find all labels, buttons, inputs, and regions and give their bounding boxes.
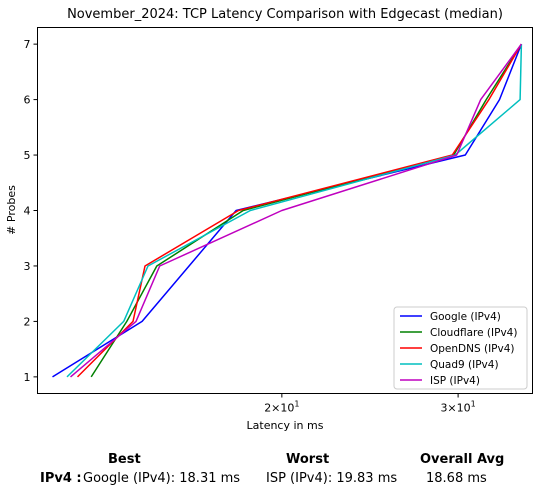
worst-header: Worst [286, 452, 330, 467]
y-tick-label: 2 [24, 315, 31, 328]
y-tick-label: 3 [24, 260, 31, 273]
overall-avg-value: 18.68 ms [426, 471, 487, 486]
legend-label: Cloudflare (IPv4) [430, 327, 517, 339]
ipv4-row-label: IPv4 : [40, 471, 82, 486]
chart-title: November_2024: TCP Latency Comparison wi… [67, 7, 503, 22]
worst-value: ISP (IPv4): 19.83 ms [266, 471, 398, 486]
x-axis-label: Latency in ms [247, 419, 324, 432]
legend-label: ISP (IPv4) [430, 375, 480, 387]
overall-avg-header: Overall Avg [420, 452, 505, 467]
y-tick-label: 1 [24, 371, 31, 384]
series-line [76, 43, 523, 378]
series-lines [52, 43, 523, 378]
y-tick-label: 6 [24, 94, 31, 107]
y-tick-label: 4 [24, 205, 31, 218]
series-line [70, 43, 523, 378]
legend: Google (IPv4) Cloudflare (IPv4) OpenDNS (I… [393, 306, 528, 390]
y-axis-ticks: 1 2 3 4 5 6 7 [24, 38, 38, 384]
latency-chart: November_2024: TCP Latency Comparison wi… [5, 7, 533, 432]
legend-label: Google (IPv4) [430, 311, 501, 323]
best-value: Google (IPv4): 18.31 ms [83, 471, 241, 486]
best-header: Best [108, 452, 141, 467]
legend-label: Quad9 (IPv4) [430, 359, 499, 371]
legend-label: OpenDNS (IPv4) [430, 343, 515, 355]
series-line [90, 43, 523, 378]
x-axis-ticks: 2×101 3×101 [264, 393, 476, 415]
x-tick-label: 2×101 [264, 400, 299, 415]
x-tick-label: 3×101 [440, 400, 475, 415]
y-tick-label: 5 [24, 149, 31, 162]
series-line [66, 44, 523, 378]
legend-box [393, 306, 528, 390]
y-tick-label: 7 [24, 38, 31, 51]
y-axis-label: # Probes [5, 185, 18, 235]
